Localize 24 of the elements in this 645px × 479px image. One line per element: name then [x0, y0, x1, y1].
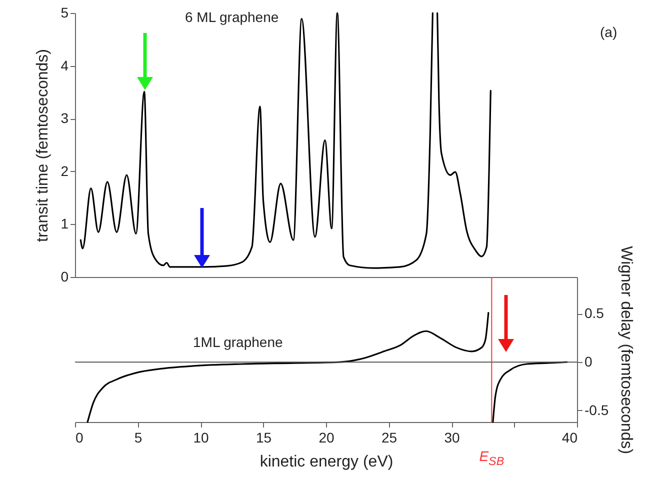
annotation: 1ML graphene	[193, 334, 283, 350]
x-tick-label: 10	[193, 430, 209, 446]
y2-axis-title: Wigner delay (femtoseconds)	[618, 246, 635, 454]
y-tick-label: 3	[60, 110, 69, 126]
x-tick-label: 20	[318, 430, 334, 446]
y2-tick-label: 0	[584, 354, 592, 370]
x-tick-label: 30	[444, 430, 460, 446]
y2-tick-label: 0.5	[584, 305, 604, 322]
y-tick-label: 0	[60, 268, 69, 284]
x-tick-label: 15	[256, 430, 272, 446]
x-axis-title: kinetic energy (eV)	[260, 454, 394, 470]
y-tick-label: 2	[60, 162, 69, 179]
ref-line-label: E$_{SB}$	[479, 448, 504, 468]
annotation: 6 ML graphene	[185, 9, 279, 25]
y-tick-label: 5	[60, 4, 69, 20]
y2-tick-label: -0.5	[584, 402, 609, 418]
y-tick-label: 1	[60, 216, 69, 232]
y-axis-title: transit time (femtoseconds)	[34, 49, 52, 242]
x-tick-label: 5	[134, 430, 142, 446]
x-tick-label: 40	[562, 430, 578, 446]
x-tick-label: 0	[76, 430, 84, 446]
y-tick-label: 4	[60, 57, 69, 74]
text: (a)	[600, 24, 618, 40]
x-tick-label: 25	[381, 430, 398, 446]
